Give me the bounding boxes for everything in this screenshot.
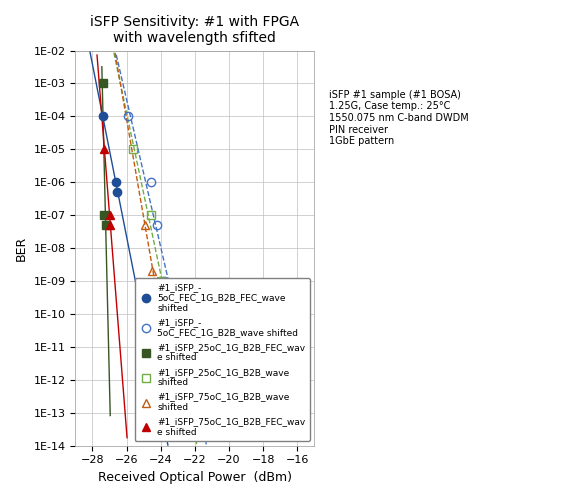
Line: #1_iSFP_25oC_1G_B2B_wave
shifted: #1_iSFP_25oC_1G_B2B_wave shifted xyxy=(130,145,165,285)
#1_iSFP_-
5oC_FEC_1G_B2B_wave shifted xyxy=(125,113,132,119)
#1_iSFP_-
5oC_FEC_1G_B2B_FEC_wave
shifted xyxy=(99,113,106,119)
#1_iSFP_25oC_1G_B2B_FEC_wav
e shifted xyxy=(99,80,106,86)
#1_iSFP_75oC_1G_B2B_FEC_wav
e shifted xyxy=(106,212,113,218)
#1_iSFP_25oC_1G_B2B_wave
shifted xyxy=(130,146,137,152)
Title: iSFP Sensitivity: #1 with FPGA
with wavelength sfifted: iSFP Sensitivity: #1 with FPGA with wave… xyxy=(90,15,299,45)
Legend: #1_iSFP_-
5oC_FEC_1G_B2B_FEC_wave
shifted, #1_iSFP_-
5oC_FEC_1G_B2B_wave shifted: #1_iSFP_- 5oC_FEC_1G_B2B_FEC_wave shifte… xyxy=(135,278,310,441)
#1_iSFP_-
5oC_FEC_1G_B2B_wave shifted xyxy=(161,278,168,284)
#1_iSFP_-
5oC_FEC_1G_B2B_wave shifted xyxy=(147,179,154,185)
#1_iSFP_75oC_1G_B2B_FEC_wav
e shifted xyxy=(107,222,114,228)
#1_iSFP_25oC_1G_B2B_FEC_wav
e shifted xyxy=(101,212,108,218)
#1_iSFP_-
5oC_FEC_1G_B2B_wave shifted xyxy=(154,222,161,228)
#1_iSFP_75oC_1G_B2B_FEC_wav
e shifted xyxy=(101,146,108,152)
#1_iSFP_25oC_1G_B2B_FEC_wav
e shifted xyxy=(103,222,110,228)
X-axis label: Received Optical Power  (dBm): Received Optical Power (dBm) xyxy=(98,471,292,484)
#1_iSFP_-
5oC_FEC_1G_B2B_FEC_wave
shifted xyxy=(113,179,120,185)
#1_iSFP_25oC_1G_B2B_wave
shifted xyxy=(147,212,154,218)
#1_iSFP_75oC_1G_B2B_wave
shifted xyxy=(142,222,149,228)
Line: #1_iSFP_75oC_1G_B2B_wave
shifted: #1_iSFP_75oC_1G_B2B_wave shifted xyxy=(141,221,165,318)
Line: #1_iSFP_-
5oC_FEC_1G_B2B_FEC_wave
shifted: #1_iSFP_- 5oC_FEC_1G_B2B_FEC_wave shifte… xyxy=(99,112,122,196)
Line: #1_iSFP_-
5oC_FEC_1G_B2B_wave shifted: #1_iSFP_- 5oC_FEC_1G_B2B_wave shifted xyxy=(124,112,168,285)
Line: #1_iSFP_25oC_1G_B2B_FEC_wav
e shifted: #1_iSFP_25oC_1G_B2B_FEC_wav e shifted xyxy=(99,79,110,229)
#1_iSFP_75oC_1G_B2B_wave
shifted xyxy=(149,268,156,274)
Text: iSFP #1 sample (#1 BOSA)
1.25G, Case temp.: 25°C
1550.075 nm C-band DWDM
PIN rec: iSFP #1 sample (#1 BOSA) 1.25G, Case tem… xyxy=(329,90,469,146)
#1_iSFP_-
5oC_FEC_1G_B2B_FEC_wave
shifted xyxy=(114,189,120,195)
Line: #1_iSFP_75oC_1G_B2B_FEC_wav
e shifted: #1_iSFP_75oC_1G_B2B_FEC_wav e shifted xyxy=(101,145,115,229)
Y-axis label: BER: BER xyxy=(15,236,28,261)
#1_iSFP_75oC_1G_B2B_wave
shifted xyxy=(157,311,164,317)
#1_iSFP_25oC_1G_B2B_wave
shifted xyxy=(157,278,164,284)
